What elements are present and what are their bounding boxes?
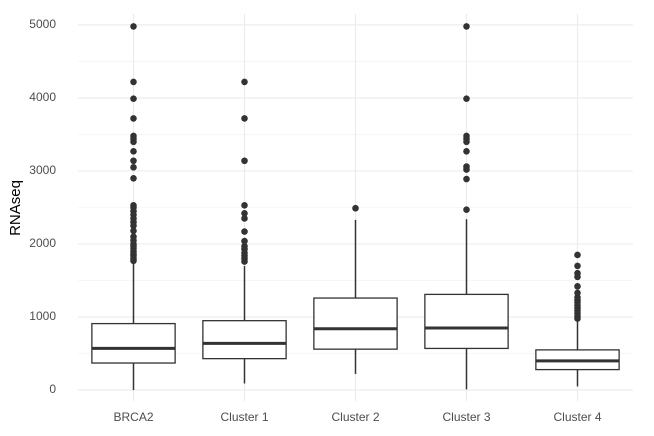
y-tick-label: 4000 <box>29 90 56 104</box>
outlier <box>130 115 137 122</box>
outlier <box>241 215 248 222</box>
x-tick-label: Cluster 3 <box>442 410 490 424</box>
outlier <box>130 227 137 235</box>
outlier <box>463 166 470 173</box>
outlier <box>574 273 581 281</box>
y-tick-label: 1000 <box>29 309 56 323</box>
outlier <box>352 204 359 212</box>
x-tick-label: BRCA2 <box>113 410 153 424</box>
outlier <box>463 23 470 30</box>
outlier <box>574 251 581 259</box>
outlier <box>241 228 248 235</box>
outlier <box>574 262 581 270</box>
outlier <box>241 157 248 165</box>
y-axis-title: RNAseq <box>7 180 24 236</box>
box <box>424 293 509 350</box>
outlier <box>130 257 137 265</box>
outlier <box>463 95 470 103</box>
outlier <box>574 315 581 322</box>
outlier <box>130 138 137 146</box>
y-tick-label: 3000 <box>29 163 56 177</box>
outlier <box>130 222 137 230</box>
outlier <box>241 237 248 245</box>
outlier <box>241 210 248 217</box>
outlier <box>130 174 137 182</box>
outlier <box>241 202 248 209</box>
x-tick-label: Cluster 2 <box>331 410 379 424</box>
outlier <box>130 157 137 165</box>
box <box>202 320 287 360</box>
outlier <box>574 283 581 290</box>
y-tick-label: 5000 <box>29 17 56 31</box>
outlier <box>241 258 248 265</box>
outlier <box>241 78 248 86</box>
outlier <box>130 23 137 30</box>
outlier <box>130 78 137 86</box>
box <box>313 297 398 350</box>
x-tick-label: Cluster 4 <box>553 410 601 424</box>
outlier <box>463 147 470 155</box>
outlier <box>130 147 137 155</box>
box <box>91 322 176 364</box>
outlier <box>463 138 470 146</box>
outlier <box>130 164 137 171</box>
y-tick-label: 2000 <box>29 236 56 250</box>
x-tick-label: Cluster 1 <box>220 410 268 424</box>
outlier <box>463 175 470 183</box>
outlier <box>241 115 248 122</box>
y-tick-label: 0 <box>49 382 56 396</box>
outlier <box>463 206 470 213</box>
outlier <box>130 95 137 103</box>
